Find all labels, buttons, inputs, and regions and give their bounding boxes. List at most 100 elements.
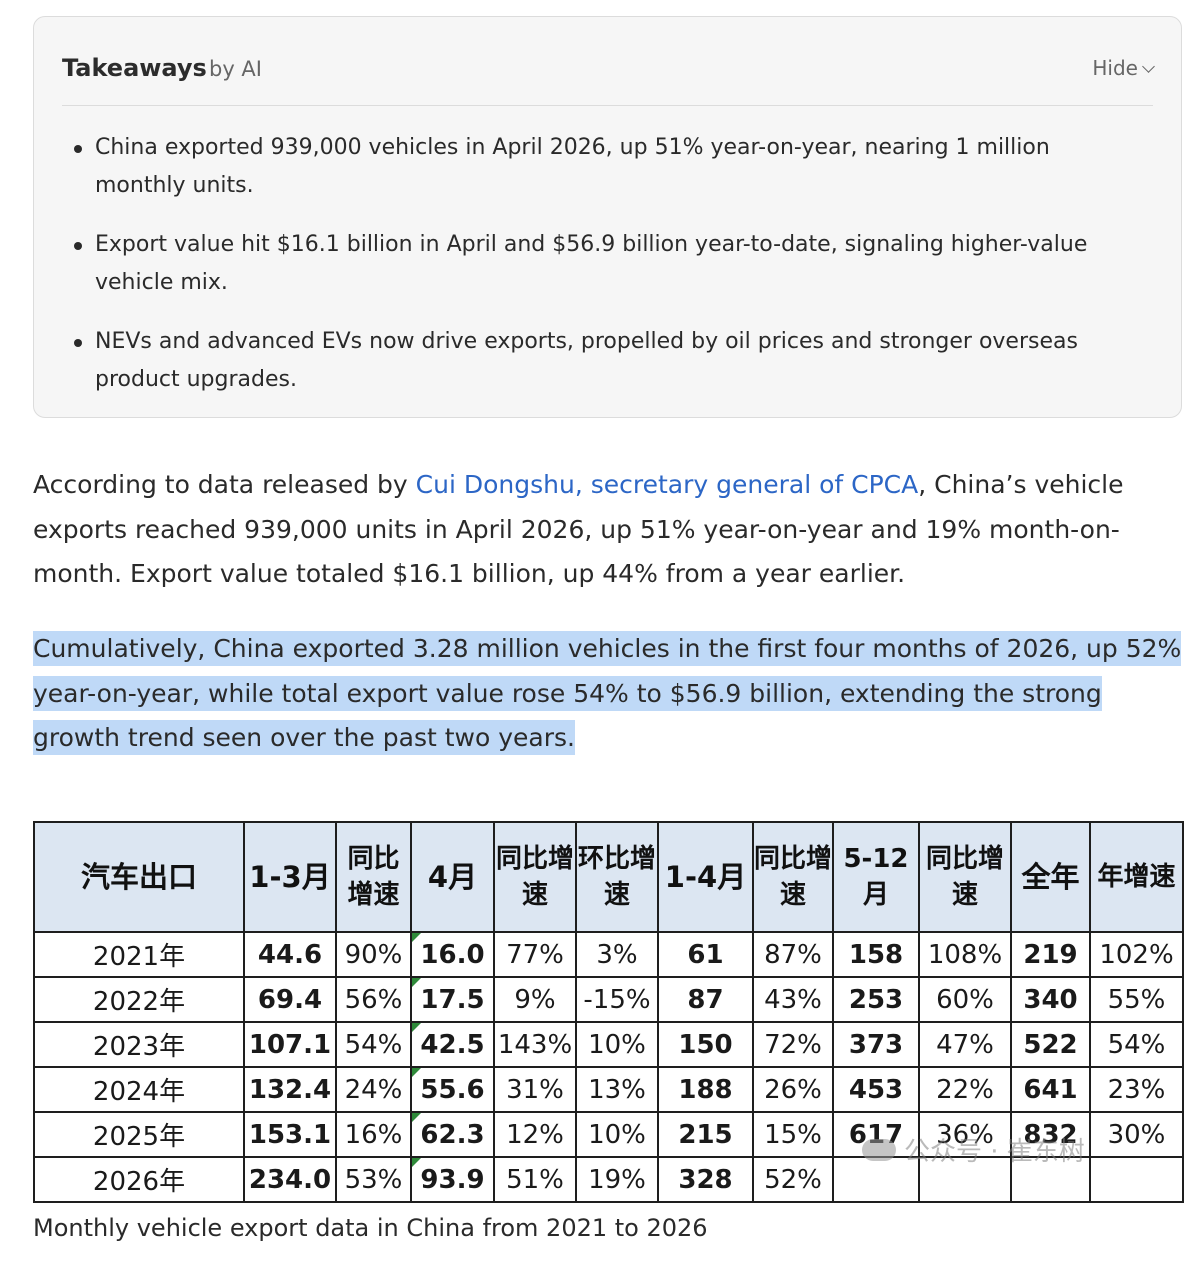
cell-value: 53% bbox=[344, 1164, 403, 1195]
table-cell: 44.6 bbox=[243, 931, 337, 978]
table-cell: 54% bbox=[335, 1021, 412, 1068]
cell-value: 143% bbox=[497, 1029, 573, 1060]
table-cell: 53% bbox=[335, 1156, 412, 1203]
table-cell: 55% bbox=[1089, 976, 1184, 1023]
table-header: 1-3月 bbox=[243, 821, 337, 933]
hide-label: Hide bbox=[1092, 56, 1138, 80]
table-cell: 55.6 bbox=[410, 1066, 495, 1113]
cell-value: 17.5 bbox=[420, 984, 485, 1015]
bullet-icon bbox=[74, 242, 82, 250]
cell-value: 72% bbox=[764, 1029, 822, 1060]
cell-value: 522 bbox=[1023, 1029, 1078, 1060]
cell-value: 62.3 bbox=[420, 1119, 485, 1150]
table-cell: 188 bbox=[657, 1066, 754, 1113]
table-cell: 56% bbox=[335, 976, 412, 1023]
cell-value: 19% bbox=[588, 1164, 646, 1195]
table-cell: 13% bbox=[575, 1066, 659, 1113]
table-cell: 17.5 bbox=[410, 976, 495, 1023]
cell-value: 219 bbox=[1023, 939, 1078, 970]
cell-value: 61 bbox=[687, 939, 724, 970]
takeaway-item: Export value hit $16.1 billion in April … bbox=[62, 226, 1121, 302]
table-cell: 16.0 bbox=[410, 931, 495, 978]
table-row: 2022年 69.4 56% 17.5 9% -15% 87 43% 253 60% 340 55% bbox=[33, 976, 1184, 1023]
table-cell: 150 bbox=[657, 1021, 754, 1068]
table-cell: 52% bbox=[752, 1156, 834, 1203]
table-header: 同比增速 bbox=[752, 821, 834, 933]
table-cell: 108% bbox=[918, 931, 1012, 978]
table-cell: 15% bbox=[752, 1111, 834, 1158]
row-year-cell: 2023年 bbox=[33, 1021, 245, 1068]
table-cell: 215 bbox=[657, 1111, 754, 1158]
table-cell: 522 bbox=[1010, 1021, 1091, 1068]
table-header: 全年 bbox=[1010, 821, 1091, 933]
table-cell: 9% bbox=[493, 976, 577, 1023]
cell-value: 43% bbox=[764, 984, 822, 1015]
cell-value: 87 bbox=[687, 984, 724, 1015]
cell-flag-icon bbox=[412, 978, 421, 987]
table-cell: 328 bbox=[657, 1156, 754, 1203]
table-header: 1-4月 bbox=[657, 821, 754, 933]
table-cell: 132.4 bbox=[243, 1066, 337, 1113]
highlighted-text[interactable]: Cumulatively, China exported 3.28 millio… bbox=[33, 631, 1182, 755]
cell-flag-icon bbox=[412, 1158, 421, 1167]
table-cell: 77% bbox=[493, 931, 577, 978]
cell-value: 2022年 bbox=[92, 987, 186, 1017]
table-cell: 69.4 bbox=[243, 976, 337, 1023]
table-cell: 31% bbox=[493, 1066, 577, 1113]
cell-value: 150 bbox=[678, 1029, 733, 1060]
table-cell: 30% bbox=[1089, 1111, 1184, 1158]
cell-value: 16.0 bbox=[420, 939, 485, 970]
cell-value: 215 bbox=[678, 1119, 733, 1150]
cell-value: 24% bbox=[344, 1074, 403, 1105]
cell-value: 453 bbox=[848, 1074, 904, 1105]
table-cell bbox=[1089, 1156, 1184, 1203]
cell-flag-icon bbox=[412, 1068, 421, 1077]
article-paragraph-2: Cumulatively, China exported 3.28 millio… bbox=[33, 627, 1183, 761]
cell-value: 373 bbox=[848, 1029, 904, 1060]
row-year-cell: 2022年 bbox=[33, 976, 245, 1023]
cell-value: 253 bbox=[848, 984, 904, 1015]
table-cell bbox=[1010, 1156, 1091, 1203]
table-cell: 72% bbox=[752, 1021, 834, 1068]
cell-value: 30% bbox=[1107, 1119, 1166, 1150]
hide-button[interactable]: Hide bbox=[1092, 53, 1155, 83]
table-cell: 62.3 bbox=[410, 1111, 495, 1158]
cell-value: 10% bbox=[588, 1119, 646, 1150]
takeaway-item: NEVs and advanced EVs now drive exports,… bbox=[62, 323, 1121, 399]
takeaways-title: Takeaways bbox=[62, 54, 207, 82]
cell-value: 2023年 bbox=[92, 1032, 186, 1062]
export-table: 汽车出口 1-3月 同比增速 4月 同比增速 环比增速 1-4月 同比增速 5-… bbox=[33, 821, 1184, 1203]
bullet-icon bbox=[74, 339, 82, 347]
cell-value: 90% bbox=[344, 939, 403, 970]
cell-value: 832 bbox=[1023, 1119, 1078, 1150]
table-cell: 10% bbox=[575, 1021, 659, 1068]
takeaway-text: China exported 939,000 vehicles in April… bbox=[95, 135, 1050, 198]
table-cell: 87 bbox=[657, 976, 754, 1023]
table-cell: 87% bbox=[752, 931, 834, 978]
cpca-source-link[interactable]: Cui Dongshu, secretary general of CPCA bbox=[415, 470, 919, 499]
table-header: 5-12月 bbox=[832, 821, 920, 933]
table-cell: 93.9 bbox=[410, 1156, 495, 1203]
cell-value: 60% bbox=[936, 984, 994, 1015]
table-cell bbox=[832, 1156, 920, 1203]
takeaways-header: Takeaways by AI Hide bbox=[62, 53, 1155, 83]
cell-value: 10% bbox=[588, 1029, 646, 1060]
cell-value: 158 bbox=[848, 939, 904, 970]
takeaway-text: Export value hit $16.1 billion in April … bbox=[95, 232, 1088, 295]
cell-value: 51% bbox=[506, 1164, 564, 1195]
cell-value: 641 bbox=[1023, 1074, 1078, 1105]
cell-value: 69.4 bbox=[257, 984, 323, 1015]
table-cell bbox=[918, 1156, 1012, 1203]
cell-value: 2021年 bbox=[92, 942, 186, 972]
paragraph-text: According to data released by bbox=[33, 470, 416, 499]
cell-value: 328 bbox=[678, 1164, 733, 1195]
table-cell: 60% bbox=[918, 976, 1012, 1023]
export-data-table-image: 汽车出口 1-3月 同比增速 4月 同比增速 环比增速 1-4月 同比增速 5-… bbox=[33, 821, 1184, 1203]
bullet-icon bbox=[74, 145, 82, 153]
table-cell: 43% bbox=[752, 976, 834, 1023]
cell-value: 44.6 bbox=[257, 939, 323, 970]
table-cell: 3% bbox=[575, 931, 659, 978]
table-cell: 90% bbox=[335, 931, 412, 978]
cell-flag-icon bbox=[412, 933, 421, 942]
cell-flag-icon bbox=[412, 1023, 421, 1032]
